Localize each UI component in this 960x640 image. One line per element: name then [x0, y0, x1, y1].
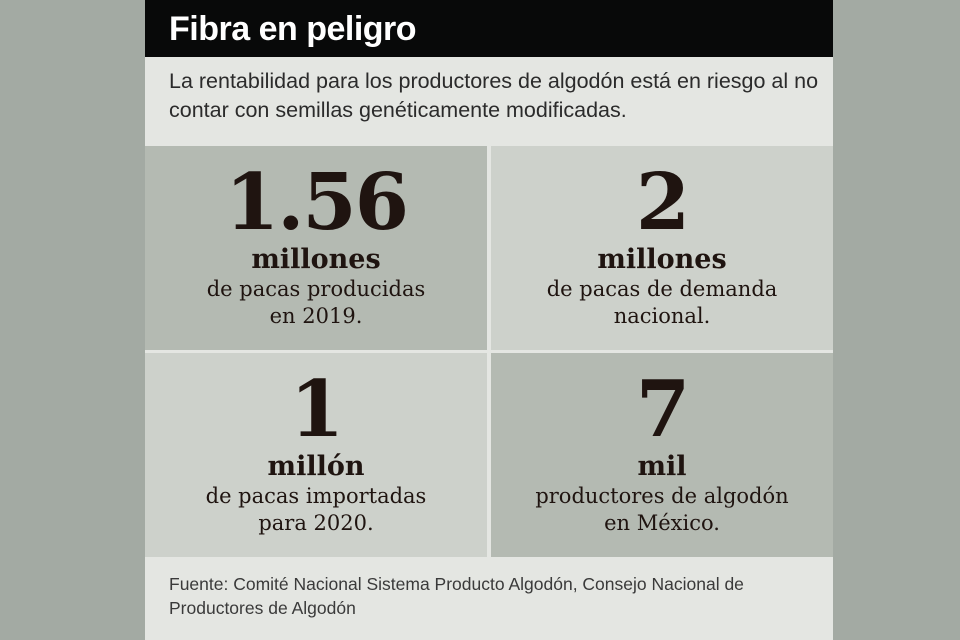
stat-unit: millones	[597, 244, 727, 275]
stat-unit: millón	[267, 451, 365, 482]
stat-desc-line1: de pacas producidas	[206, 277, 426, 301]
stat-desc-line2: en México.	[604, 511, 720, 535]
stats-grid: 1.56 millones de pacas producidas en 201…	[145, 146, 833, 557]
stat-unit: millones	[251, 244, 381, 275]
stat-desc-line1: de pacas importadas	[205, 484, 427, 508]
stat-imported: 1 millón de pacas importadas para 2020.	[145, 353, 487, 557]
infographic-card: Fibra en peligro La rentabilidad para lo…	[145, 0, 833, 640]
stat-value: 1	[289, 364, 344, 455]
stat-unit: mil	[637, 451, 687, 482]
stat-desc-line1: de pacas de demanda	[546, 277, 778, 301]
stat-desc-line2: para 2020.	[258, 511, 374, 535]
source-note: Fuente: Comité Nacional Sistema Producto…	[169, 574, 744, 618]
stat-producers: 7 mil productores de algodón en México.	[491, 353, 833, 557]
stat-demand: 2 millones de pacas de demanda nacional.	[491, 146, 833, 350]
stat-desc-line1: productores de algodón	[535, 484, 789, 508]
stat-produced: 1.56 millones de pacas producidas en 201…	[145, 146, 487, 350]
stat-value: 2	[635, 157, 690, 248]
intro-text: La rentabilidad para los productores de …	[169, 69, 819, 122]
page-title: Fibra en peligro	[169, 10, 417, 48]
stat-desc-line2: en 2019.	[269, 304, 363, 328]
stat-desc-line2: nacional.	[613, 304, 711, 328]
stat-value: 7	[635, 364, 690, 455]
title-bar: Fibra en peligro	[145, 0, 833, 57]
stat-value: 1.56	[225, 157, 409, 248]
